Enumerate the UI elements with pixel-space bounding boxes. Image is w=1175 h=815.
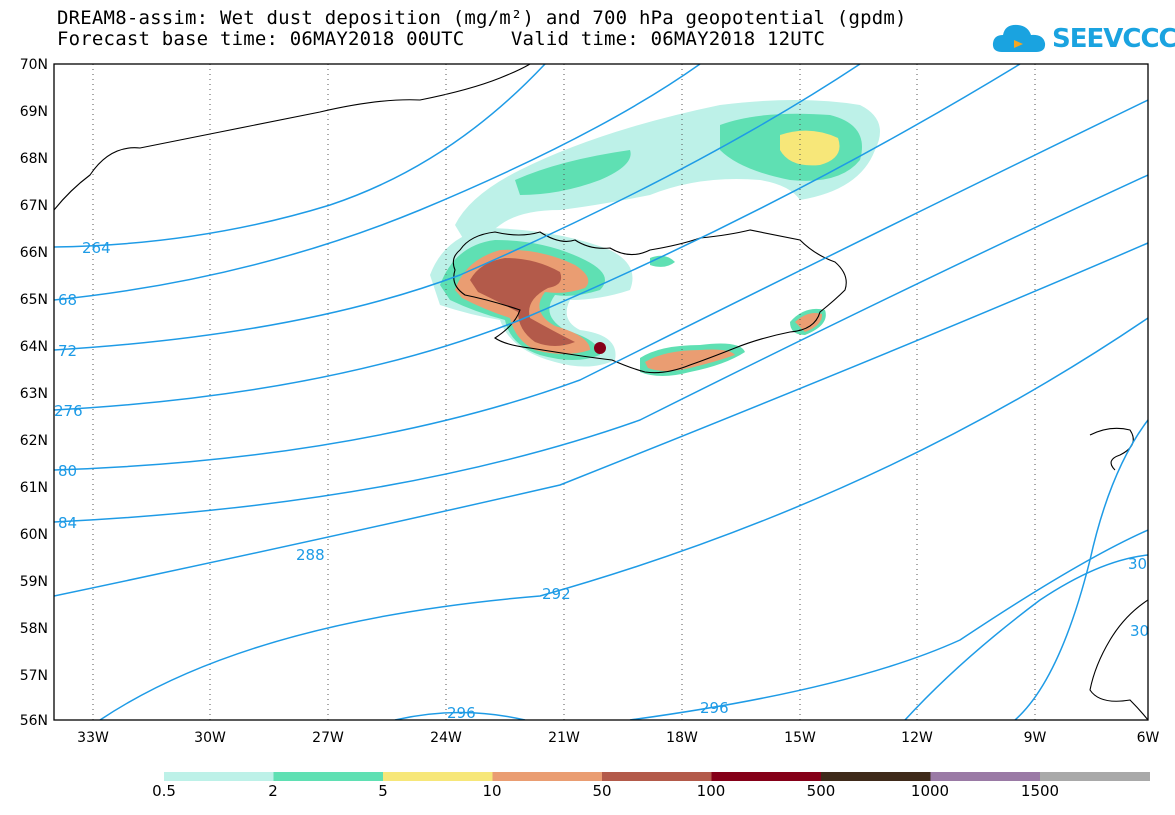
latitude-labels: 70N 69N 68N 67N 66N 65N 64N 63N 62N 61N … — [20, 57, 48, 729]
contour-label: 264 — [82, 239, 111, 257]
geopotential-contours — [54, 64, 1148, 720]
colorbar-swatch — [930, 772, 1041, 781]
contour-label: 72 — [58, 342, 77, 360]
lat-label: 57N — [20, 668, 48, 684]
colorbar-swatch — [383, 772, 493, 781]
lat-label: 65N — [20, 292, 48, 308]
lat-label: 64N — [20, 339, 48, 355]
contour-label: 296 — [447, 704, 476, 722]
lat-label: 62N — [20, 433, 48, 449]
lat-label: 58N — [20, 621, 48, 637]
lat-label: 61N — [20, 480, 48, 496]
cloud-icon — [992, 24, 1046, 52]
lon-label: 30W — [194, 730, 226, 746]
colorbar-label: 500 — [806, 782, 836, 800]
contour-label: 30 — [1128, 555, 1147, 573]
lon-label: 27W — [312, 730, 344, 746]
lat-label: 56N — [20, 713, 48, 729]
map-frame — [53, 63, 1149, 721]
map-title: DREAM8-assim: Wet dust deposition (mg/m²… — [57, 7, 907, 29]
seevccc-logo: SEEVCCC — [990, 16, 1175, 60]
contour-label: 276 — [54, 402, 83, 420]
lat-label: 70N — [20, 57, 48, 73]
lon-label: 15W — [784, 730, 816, 746]
contour-label: 30 — [1130, 622, 1149, 640]
lon-label: 24W — [430, 730, 462, 746]
logo-text: SEEVCCC — [1052, 24, 1175, 54]
colorbar-label: 0.5 — [152, 782, 176, 800]
longitude-labels: 33W 30W 27W 24W 21W 18W 15W 12W 9W 6W — [77, 730, 1159, 746]
contour-label: 296 — [700, 699, 729, 717]
coastlines — [54, 64, 1148, 720]
colorbar-swatch — [1040, 772, 1150, 781]
lat-label: 63N — [20, 386, 48, 402]
colorbar-swatch — [711, 772, 822, 781]
map-subtitle: Forecast base time: 06MAY2018 00UTC Vali… — [57, 28, 826, 50]
lon-label: 9W — [1024, 730, 1047, 746]
contour-label: 84 — [58, 514, 77, 532]
colorbar-swatch — [164, 772, 274, 781]
lon-label: 33W — [77, 730, 109, 746]
contour-label: 292 — [542, 585, 571, 603]
lat-label: 59N — [20, 574, 48, 590]
colorbar-swatch — [492, 772, 603, 781]
dust-deposition-shading — [430, 100, 880, 376]
lon-label: 18W — [666, 730, 698, 746]
lat-label: 69N — [20, 104, 48, 120]
colorbar-label: 100 — [696, 782, 726, 800]
contour-labels: 264 68 72 276 80 84 288 292 296 296 30 3… — [54, 239, 1149, 722]
contour-label: 288 — [296, 546, 325, 564]
colorbar-label: 1000 — [910, 782, 950, 800]
lat-label: 66N — [20, 245, 48, 261]
colorbar-label: 50 — [592, 782, 612, 800]
lat-label: 67N — [20, 198, 48, 214]
lon-label: 21W — [548, 730, 580, 746]
lat-label: 60N — [20, 527, 48, 543]
colorbar — [164, 772, 1150, 781]
colorbar-label: 2 — [268, 782, 278, 800]
contour-label: 68 — [58, 291, 77, 309]
colorbar-swatch — [602, 772, 712, 781]
colorbar-swatch — [273, 772, 384, 781]
colorbar-label: 5 — [378, 782, 388, 800]
contour-label: 80 — [58, 462, 77, 480]
lon-label: 12W — [901, 730, 933, 746]
lon-label: 6W — [1137, 730, 1160, 746]
lat-label: 68N — [20, 151, 48, 167]
colorbar-label: 10 — [482, 782, 502, 800]
colorbar-swatch — [821, 772, 931, 781]
colorbar-label: 1500 — [1020, 782, 1060, 800]
